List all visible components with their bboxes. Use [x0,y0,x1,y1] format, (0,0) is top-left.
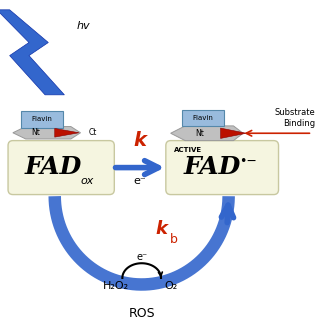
Polygon shape [221,128,246,138]
Polygon shape [0,10,64,95]
Text: O₂: O₂ [164,281,177,291]
Text: FAD: FAD [25,155,82,179]
Text: e⁻: e⁻ [134,176,147,186]
Text: H₂O₂: H₂O₂ [103,281,129,291]
Text: Ct: Ct [89,128,97,137]
Text: Flavin: Flavin [193,115,213,121]
Text: b: b [170,233,178,246]
Text: Substrate
Binding: Substrate Binding [275,108,316,129]
Text: Nt: Nt [31,128,40,137]
Text: ox: ox [81,176,94,186]
Text: k: k [134,130,147,150]
FancyBboxPatch shape [21,111,63,128]
Text: e⁻: e⁻ [136,251,147,262]
Text: k: k [155,220,167,238]
FancyBboxPatch shape [182,110,224,126]
Polygon shape [13,127,80,139]
Text: ROS: ROS [128,307,155,320]
FancyBboxPatch shape [8,141,114,195]
Polygon shape [55,129,79,137]
Text: Flavin: Flavin [32,116,52,122]
FancyBboxPatch shape [166,141,279,195]
Text: •−: •− [239,155,257,168]
Polygon shape [171,126,243,141]
Text: FAD: FAD [183,155,241,179]
Text: ACTIVE: ACTIVE [174,147,202,153]
Text: Nt: Nt [195,129,204,138]
Text: hv: hv [77,21,90,31]
